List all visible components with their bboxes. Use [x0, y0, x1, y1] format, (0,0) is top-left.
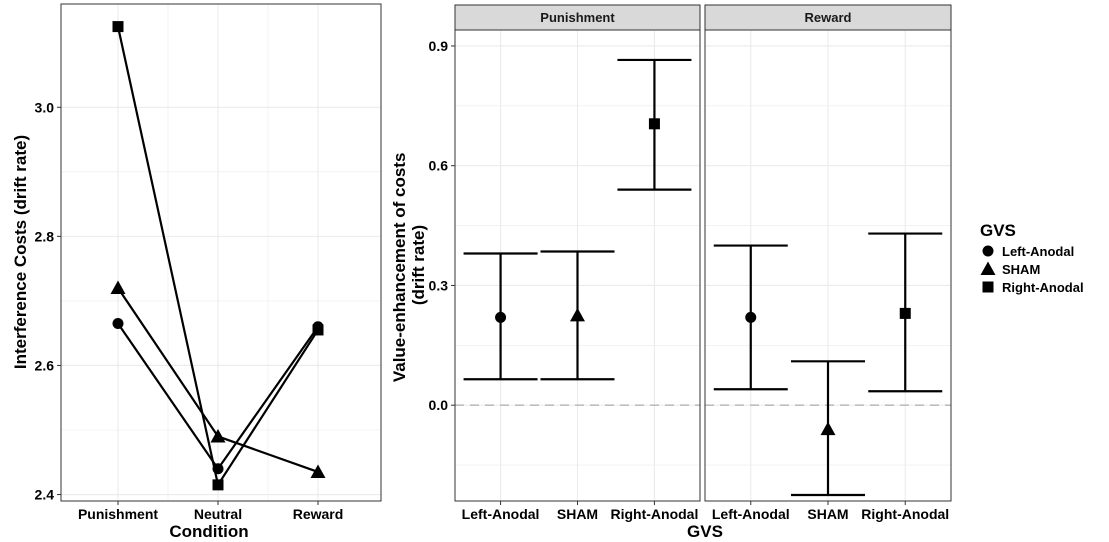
- x-tick-label: Punishment: [78, 506, 158, 522]
- x-tick-label: SHAM: [807, 506, 848, 522]
- data-point: [210, 428, 226, 443]
- legend-label: SHAM: [1002, 262, 1040, 277]
- data-point: [820, 421, 836, 436]
- panel-reward: Reward: [704, 4, 952, 502]
- right-chart-x-ticks: Left-Anodal SHAM Right-Anodal Left-Anodal SH…: [462, 501, 949, 522]
- left-chart-gridlines: [61, 4, 381, 501]
- facet-strip-label: Reward: [805, 10, 852, 25]
- right-chart-y-axis-title-line-2: (drift rate): [409, 225, 428, 305]
- facet-strip: [704, 4, 952, 31]
- x-tick-label: SHAM: [557, 506, 598, 522]
- y-tick-label: 2.8: [35, 228, 55, 244]
- y-tick-label: 0.6: [429, 158, 449, 174]
- facet-strip: [454, 4, 701, 31]
- legend-item: SHAM: [980, 261, 1040, 277]
- y-tick-label: 2.6: [35, 357, 55, 373]
- data-point: [495, 311, 507, 323]
- left-chart-y-axis-title: Interference Costs (drift rate): [11, 135, 30, 369]
- legend-items: Left-Anodal SHAM Right-Anodal: [980, 244, 1084, 295]
- facet-strip-label: Punishment: [540, 10, 615, 25]
- legend: GVS Left-Anodal SHAM Right-Anodal: [980, 221, 1084, 295]
- data-point: [310, 464, 326, 478]
- legend-title: GVS: [980, 221, 1016, 240]
- left-chart-panel-border: [60, 3, 382, 502]
- data-point: [212, 463, 224, 475]
- right-chart: Punishment Reward 0.0 0.3 0.6 0.9 Left-Anoda…: [390, 4, 952, 541]
- left-chart-markers: [110, 21, 326, 491]
- legend-label: Right-Anodal: [1002, 280, 1084, 295]
- data-point: [570, 307, 585, 322]
- left-chart-x-axis-title: Condition: [169, 522, 248, 541]
- x-tick-label: Reward: [293, 506, 344, 522]
- right-chart-y-ticks: 0.0 0.3 0.6 0.9: [429, 38, 455, 413]
- data-point: [648, 118, 660, 130]
- x-tick-label: Left-Anodal: [462, 506, 540, 522]
- y-tick-label: 0.3: [429, 277, 449, 293]
- data-point: [899, 307, 911, 319]
- data-point: [312, 324, 324, 336]
- right-chart-x-axis-title: GVS: [687, 522, 723, 541]
- right-chart-panels: Punishment Reward: [454, 4, 952, 502]
- x-tick-label: Right-Anodal: [610, 506, 698, 522]
- legend-key: [980, 261, 996, 275]
- left-chart-x-ticks: Punishment Neutral Reward: [78, 501, 343, 522]
- legend-item: Right-Anodal: [982, 280, 1084, 295]
- legend-item: Left-Anodal: [982, 244, 1074, 259]
- legend-key: [982, 245, 994, 257]
- right-chart-y-axis-title: Value-enhancement of costs (drift rate): [390, 148, 428, 382]
- data-point: [112, 318, 124, 329]
- data-point: [112, 21, 124, 33]
- data-point: [212, 479, 224, 491]
- y-tick-label: 3.0: [35, 99, 55, 115]
- right-chart-y-axis-title-line-1: Value-enhancement of costs: [390, 153, 409, 383]
- y-tick-label: 0.9: [429, 38, 449, 54]
- x-tick-label: Left-Anodal: [712, 506, 790, 522]
- panel-punishment: Punishment: [454, 4, 701, 502]
- legend-label: Left-Anodal: [1002, 244, 1074, 259]
- data-point: [745, 311, 757, 323]
- left-chart: 2.4 2.6 2.8 3.0 Punishment Neutral Reward Con…: [11, 3, 382, 541]
- legend-key: [982, 281, 994, 293]
- left-chart-y-ticks: 2.4 2.6 2.8 3.0: [35, 99, 61, 503]
- x-tick-label: Neutral: [194, 506, 242, 522]
- x-tick-label: Right-Anodal: [861, 506, 949, 522]
- data-point: [110, 280, 126, 294]
- y-tick-label: 0.0: [429, 397, 449, 413]
- y-tick-label: 2.4: [35, 487, 55, 503]
